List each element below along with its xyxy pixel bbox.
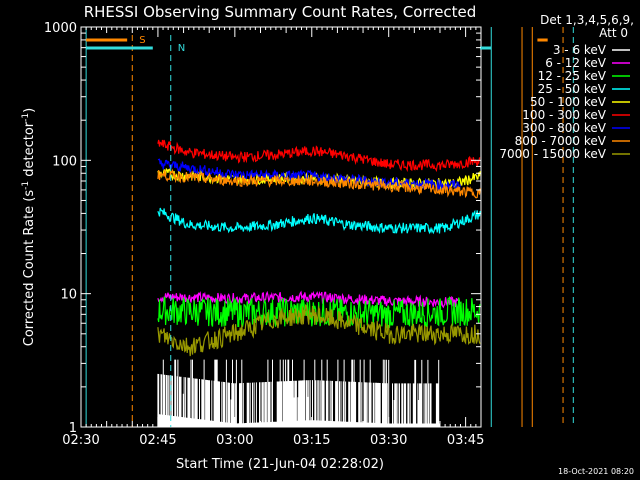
x-axis-label: Start Time (21-Jun-04 02:28:02) [176,457,384,472]
x-tick-label-4: 03:30 [370,433,407,448]
y-axis-label-sup1: -1 [21,181,31,190]
series-line-25-50-keV [157,207,481,235]
y-tick-label-0: 1 [69,421,77,436]
axes-layer: 1 10 100 1000 02:30 02:45 03:00 03:15 03:30 03:45 [44,21,484,448]
legend-label-3-6-keV: 3 - 6 keV [553,43,607,57]
series-line-300-800-keV [157,158,461,192]
x-tick-label-3: 03:15 [293,433,330,448]
series-line-100-300-keV [157,139,481,173]
marker-label-n: N [178,43,185,54]
legend-label-50-100-keV: 50 - 100 keV [530,95,607,109]
y-axis-label: Corrected Count Rate (s-1 detector-1) [21,108,37,346]
footer-date: 18-Oct-2021 08:20 [558,467,634,476]
y-axis-label-sup2: -1 [21,113,31,122]
x-tick-label-2: 03:00 [216,433,253,448]
legend-label-25-50-keV: 25 - 50 keV [538,82,607,96]
legend-label-6-12-keV: 6 - 12 keV [545,56,607,70]
y-axis-label-part2: detector [22,121,37,181]
y-tick-label-1: 10 [60,288,77,303]
marker-label-s: S [139,35,145,46]
legend-header-2: Att 0 [599,26,628,40]
legend-label-300-800-keV: 300 - 800 keV [522,121,606,135]
series-line-800-7000-keV [157,168,481,199]
y-tick-label-2: 100 [52,154,77,169]
legend-label-7000-15000-keV: 7000 - 15000 keV [499,147,606,161]
data-layer: SN [85,27,574,427]
legend-label-100-300-keV: 100 - 300 keV [522,108,606,122]
x-tick-label-0: 02:30 [62,433,99,448]
y-tick-label-3: 1000 [44,21,77,36]
series-line-3-6-keV [157,359,440,427]
chart-title: RHESSI Observing Summary Count Rates, Co… [84,3,477,21]
legend-label-12-25-keV: 12 - 25 keV [538,69,607,83]
y-axis-label-part1: Corrected Count Rate (s [22,190,37,347]
legend-label-800-7000-keV: 800 - 7000 keV [515,134,607,148]
legend-header-1: Det 1,3,4,5,6,9, [540,13,634,27]
y-axis-label-part3: ) [22,108,37,113]
series-line-7000-15000-keV [157,304,481,357]
x-tick-label-1: 02:45 [139,433,176,448]
x-tick-label-5: 03:45 [447,433,484,448]
